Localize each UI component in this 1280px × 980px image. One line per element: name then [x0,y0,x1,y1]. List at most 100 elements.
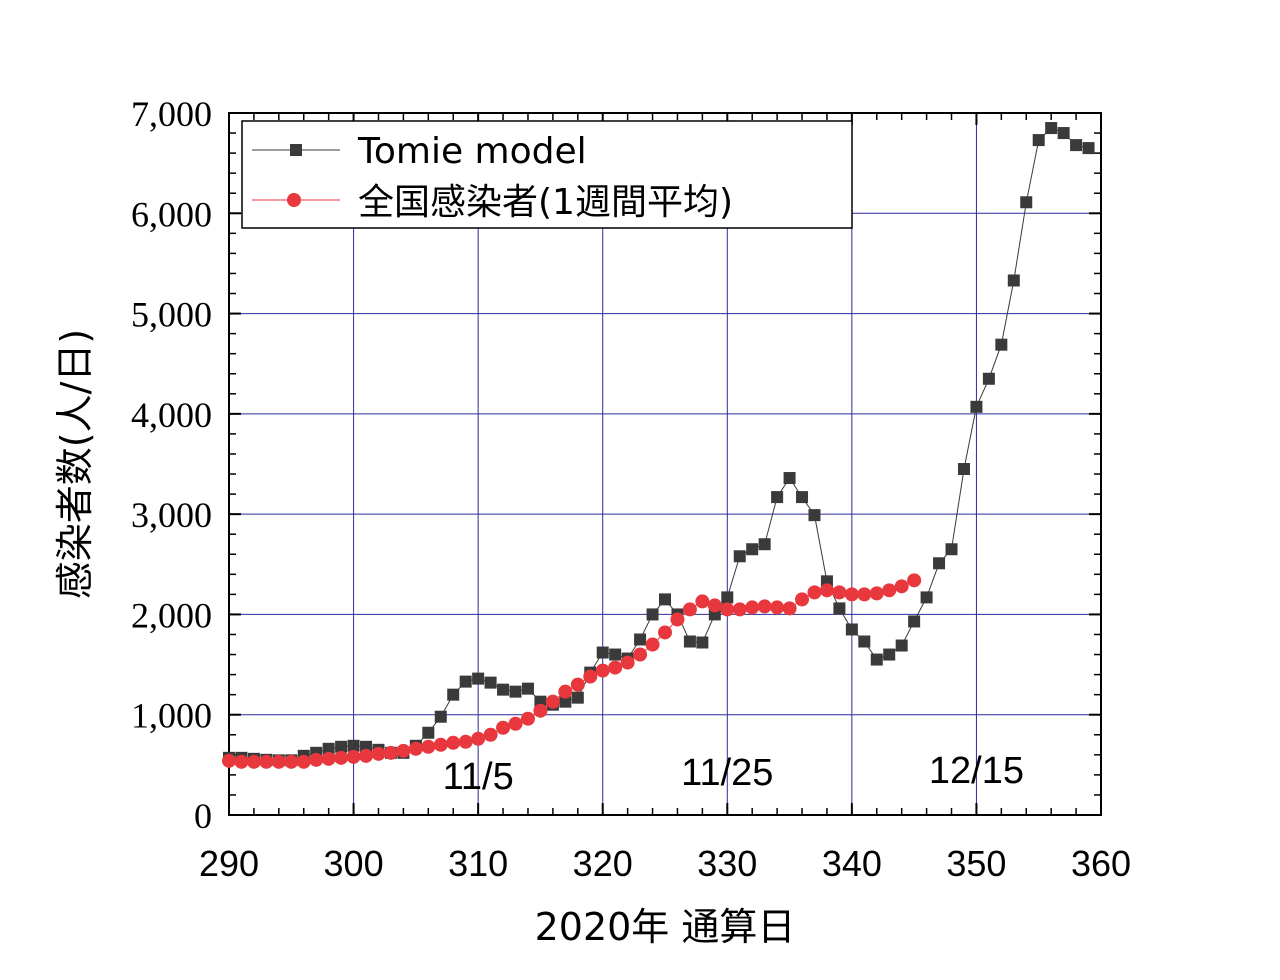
legend: Tomie model 全国感染者(1週間平均) [241,120,853,229]
point-tomie [1057,127,1070,140]
point-national [844,587,859,602]
point-national [819,583,834,598]
point-national [545,694,560,709]
point-tomie [721,591,734,604]
point-national [271,754,286,769]
point-national [857,587,872,602]
point-tomie [1070,139,1083,152]
x-axis-title: 2020年 通算日 [535,905,796,949]
point-tomie [1020,196,1033,209]
point-tomie [945,543,958,556]
point-tomie [870,653,883,666]
point-tomie [683,635,696,648]
point-national [695,594,710,609]
y-tick-label-5: 5,000 [131,295,212,335]
point-national [757,599,772,614]
legend-marker-national [287,193,301,207]
point-tomie [895,639,908,652]
legend-box [241,120,853,229]
point-tomie [1032,134,1045,147]
point-tomie [883,648,896,661]
point-national [234,754,249,769]
point-tomie [559,695,572,708]
y-tick-label-1: 1,000 [131,696,212,736]
point-national [471,731,486,746]
point-tomie [808,509,821,522]
point-national [408,741,423,756]
point-national [558,684,573,699]
point-national [396,743,411,758]
point-national [570,677,585,692]
point-tomie [783,472,796,485]
point-national [421,739,436,754]
major-ticks [228,112,1102,816]
point-national [608,660,623,675]
annotation-0: 11/5 [443,756,514,798]
point-tomie [970,400,983,413]
point-tomie [521,682,534,695]
point-national [284,754,299,769]
point-national [745,600,760,615]
point-national [446,735,461,750]
point-national [795,592,810,607]
point-national [296,754,311,769]
point-tomie [422,726,435,739]
point-tomie [335,740,348,753]
point-national [321,751,336,766]
legend-label-tomie: Tomie model [357,131,587,172]
y-tick-label-7: 7,000 [131,94,212,134]
x-tick-labels: 290 300 310 320 330 340 350 360 [199,843,1131,884]
point-national [707,598,722,613]
point-tomie [509,685,522,698]
point-national [222,753,236,768]
y-tick-label-2: 2,000 [131,595,212,635]
point-tomie [322,742,335,755]
point-national [383,745,398,760]
point-national [782,601,797,616]
point-tomie [1007,274,1020,287]
point-national [645,637,660,652]
point-tomie [434,710,447,723]
point-tomie [696,636,709,649]
point-tomie [497,683,510,696]
point-national [720,602,735,617]
y-tick-label-3: 3,000 [131,495,212,535]
annotation-2: 12/15 [929,750,1024,792]
point-national [309,752,324,767]
point-tomie [908,615,921,628]
x-tick-label-360: 360 [1071,843,1131,884]
point-tomie [733,550,746,563]
point-tomie [771,491,784,504]
minor-ticks [229,113,1101,815]
x-tick-label-330: 330 [697,843,757,884]
point-national [658,625,672,640]
y-tick-labels: 0 1,000 2,000 3,000 4,000 5,000 6,000 7,000 [131,94,212,836]
point-national [682,602,697,617]
point-tomie [447,688,460,701]
series-line-1 [228,579,915,763]
point-national [894,579,909,594]
point-tomie [571,691,584,704]
point-tomie [1082,142,1095,155]
x-tick-label-350: 350 [946,843,1006,884]
point-tomie [609,648,622,661]
point-national [496,720,511,735]
point-tomie [646,608,659,621]
annotations: 11/5 11/25 12/15 [443,750,1024,798]
point-national [670,612,685,627]
point-tomie [957,463,970,476]
annotation-1: 11/25 [681,752,773,794]
point-national [359,748,374,763]
x-tick-label-300: 300 [324,843,384,884]
series-layer [222,122,1095,769]
point-tomie [347,739,360,752]
point-national [583,669,598,684]
point-tomie [845,623,858,636]
point-national [483,727,498,742]
point-national [832,585,847,600]
point-tomie [920,591,933,604]
point-tomie [833,602,846,615]
point-national [520,711,535,726]
point-national [869,586,884,601]
